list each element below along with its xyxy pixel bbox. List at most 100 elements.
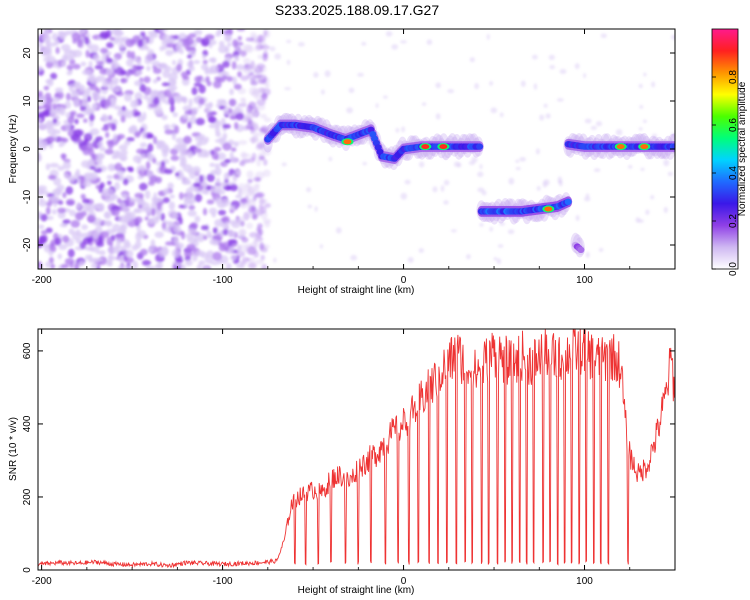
noise-cell — [159, 45, 165, 52]
noise-cell — [105, 188, 115, 197]
snr-axes: -200 -100 0 100 0 200 400 600 — [22, 329, 676, 587]
noise-cell — [144, 216, 149, 221]
noise-cell — [229, 156, 238, 163]
background-cell — [404, 179, 411, 185]
noise-cell — [83, 118, 88, 123]
noise-cell — [200, 225, 209, 231]
noise-cell — [254, 185, 260, 193]
background-cell — [269, 46, 276, 52]
noise-cell — [220, 255, 229, 264]
noise-cell — [235, 194, 243, 199]
noise-cell — [206, 173, 215, 182]
noise-cell — [154, 231, 164, 238]
background-cell — [477, 187, 485, 193]
noise-cell — [249, 62, 256, 71]
y-tick-label: 10 — [22, 95, 33, 107]
noise-cell — [95, 95, 105, 101]
noise-cell — [181, 180, 192, 185]
background-cell — [284, 87, 291, 91]
noise-cell — [204, 103, 213, 108]
noise-cell — [198, 138, 208, 146]
noise-cell — [194, 193, 203, 203]
noise-cell — [155, 263, 162, 269]
noise-cell — [43, 85, 50, 91]
noise-cell — [263, 159, 268, 166]
noise-cell — [229, 220, 237, 225]
noise-cell — [183, 198, 189, 208]
noise-cell — [76, 113, 85, 118]
noise-cell — [191, 107, 199, 112]
noise-cell — [50, 195, 60, 203]
noise-cell — [234, 121, 239, 130]
noise-cell — [159, 165, 165, 172]
noise-cell — [173, 144, 183, 151]
noise-cell — [139, 164, 146, 171]
noise-cell — [62, 219, 71, 224]
noise-cell — [205, 76, 210, 83]
noise-cell — [110, 234, 116, 242]
track-core — [671, 143, 675, 150]
noise-cell — [213, 80, 222, 89]
noise-cell — [60, 263, 69, 269]
noise-cell — [172, 60, 176, 66]
noise-cell — [226, 76, 233, 82]
noise-cell — [246, 257, 251, 262]
noise-cell — [89, 165, 96, 170]
noise-cell — [146, 152, 153, 161]
noise-cell — [104, 211, 112, 220]
noise-cell — [246, 108, 253, 114]
noise-cell — [52, 118, 58, 124]
noise-cell — [255, 43, 264, 50]
noise-cell — [188, 204, 196, 211]
background-cell — [407, 257, 414, 263]
noise-cell — [215, 197, 221, 205]
noise-cell — [222, 142, 232, 151]
noise-cell — [229, 205, 236, 211]
noise-cell — [92, 230, 100, 240]
noise-cell — [38, 42, 44, 48]
background-cell — [651, 133, 658, 138]
noise-cell — [94, 64, 104, 70]
noise-cell — [71, 90, 80, 98]
noise-cell — [81, 180, 92, 187]
noise-cell — [188, 98, 193, 107]
noise-cell — [116, 170, 125, 176]
noise-cell — [247, 187, 256, 195]
noise-cell — [229, 98, 236, 107]
noise-cell — [204, 255, 214, 264]
y-tick-label: 0 — [22, 567, 33, 573]
background-cell — [319, 244, 323, 249]
noise-cell — [187, 121, 192, 129]
noise-cell — [38, 96, 47, 105]
noise-cell — [134, 131, 141, 138]
noise-cell — [126, 50, 132, 59]
noise-cell — [44, 29, 50, 36]
noise-cell — [156, 110, 164, 115]
noise-cell — [92, 257, 103, 263]
noise-cell — [118, 144, 128, 151]
noise-cell — [214, 219, 223, 227]
background-cell — [539, 114, 545, 121]
noise-cell — [95, 249, 101, 255]
background-cell — [328, 156, 333, 162]
noise-cell — [230, 254, 238, 261]
background-cell — [298, 42, 305, 47]
noise-cell — [253, 239, 259, 248]
background-cell — [543, 103, 548, 108]
noise-cell — [211, 151, 219, 160]
background-cell — [559, 69, 567, 74]
noise-cell — [215, 177, 221, 185]
background-cell — [313, 72, 319, 78]
background-cell — [443, 179, 450, 186]
background-cell — [595, 121, 603, 127]
x-tick-label: 0 — [401, 275, 407, 286]
noise-cell — [156, 76, 161, 81]
noise-cell — [185, 259, 193, 266]
noise-cell — [125, 249, 134, 258]
noise-cell — [62, 161, 71, 170]
noise-cell — [166, 38, 176, 44]
noise-cell — [126, 137, 135, 142]
noise-cell — [181, 143, 187, 151]
noise-cell — [169, 194, 175, 199]
noise-cell — [220, 198, 231, 207]
